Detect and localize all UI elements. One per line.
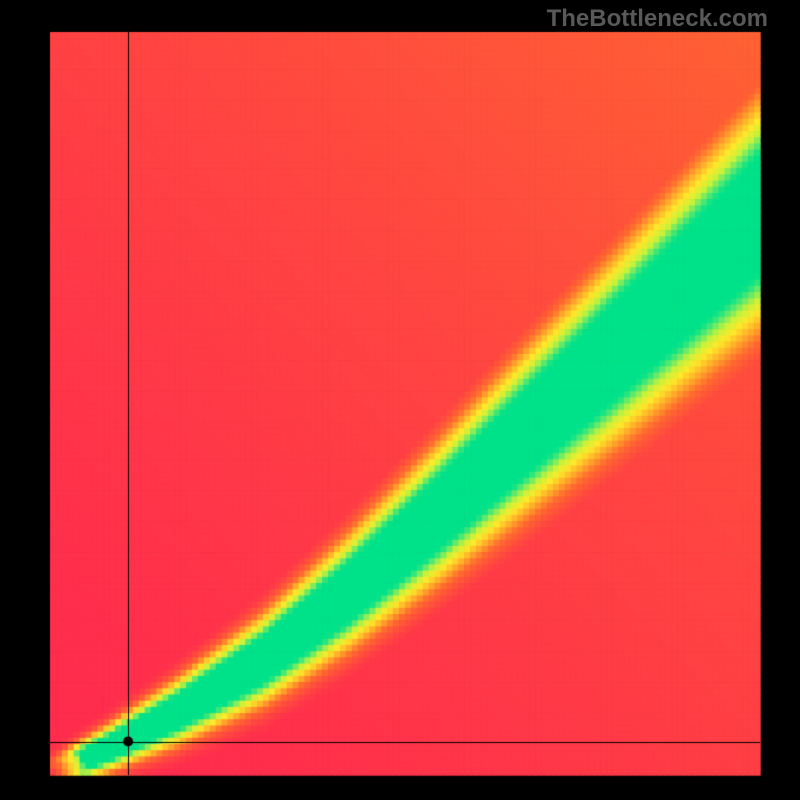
watermark-text: TheBottleneck.com xyxy=(547,5,768,33)
chart-container: { "watermark": { "text": "TheBottleneck.… xyxy=(0,0,800,800)
bottleneck-heatmap xyxy=(0,0,800,800)
